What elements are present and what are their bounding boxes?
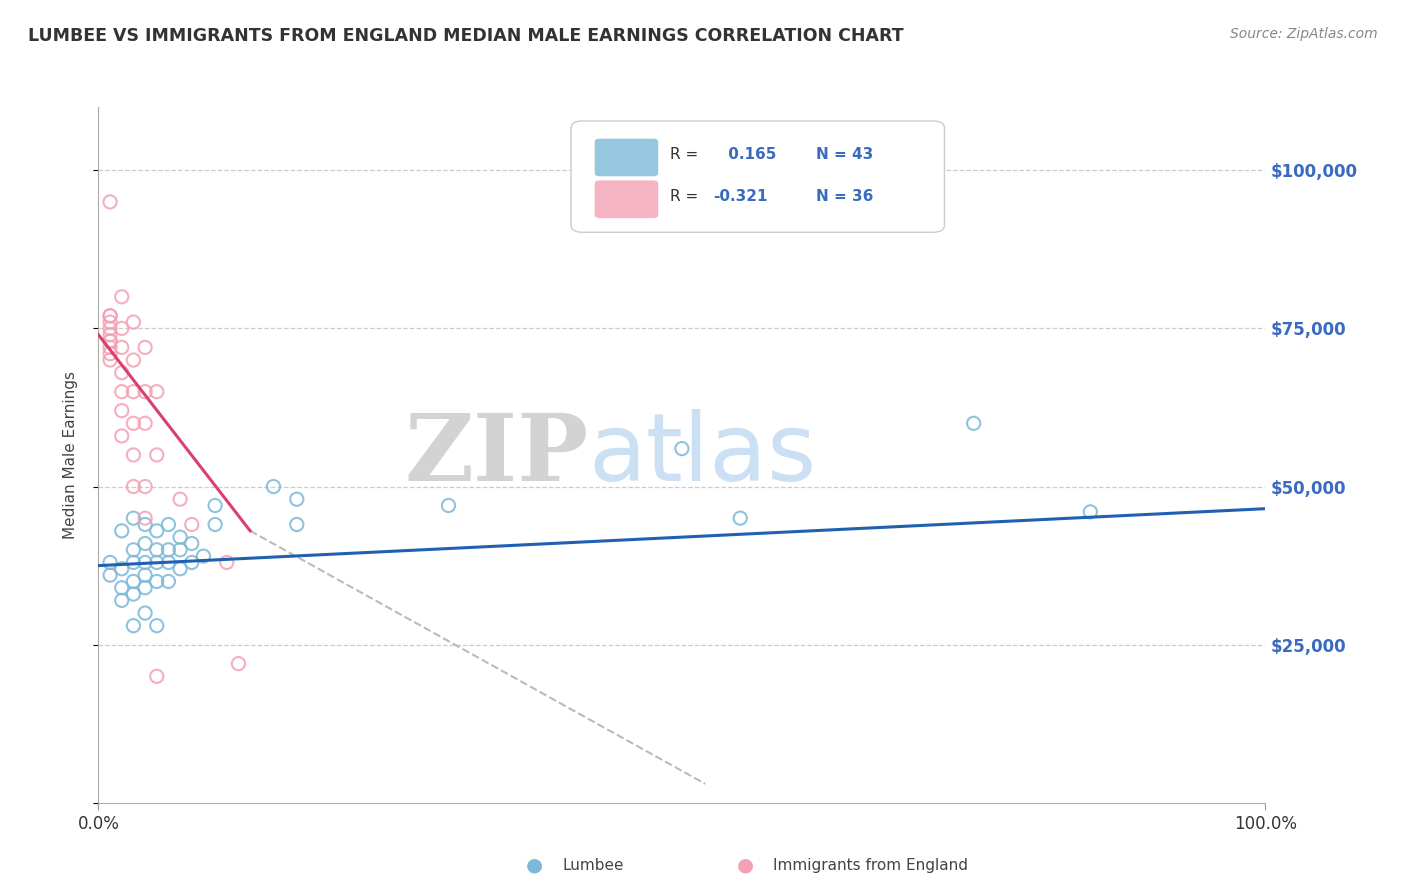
Point xyxy=(146,542,169,557)
Point xyxy=(671,442,693,456)
Text: N = 43: N = 43 xyxy=(815,147,873,161)
Point xyxy=(122,384,145,399)
Point xyxy=(134,517,156,532)
Point xyxy=(730,511,752,525)
Point xyxy=(98,353,121,368)
Point xyxy=(169,492,191,507)
Point xyxy=(122,448,145,462)
Point xyxy=(262,479,284,493)
Point xyxy=(122,479,145,493)
Point xyxy=(437,499,460,513)
Point xyxy=(134,340,156,354)
Point xyxy=(146,574,169,589)
Point xyxy=(98,568,121,582)
Point xyxy=(111,403,134,417)
Point xyxy=(98,194,121,209)
Point xyxy=(146,618,169,632)
Text: ZIP: ZIP xyxy=(405,410,589,500)
Point xyxy=(111,593,134,607)
Text: R =: R = xyxy=(671,188,703,203)
Point xyxy=(111,384,134,399)
FancyBboxPatch shape xyxy=(595,138,658,177)
Point xyxy=(122,618,145,632)
Point xyxy=(146,524,169,538)
Point xyxy=(180,556,202,570)
Point xyxy=(111,524,134,538)
Point xyxy=(122,353,145,368)
Text: R =: R = xyxy=(671,147,703,161)
Point xyxy=(98,347,121,361)
Point xyxy=(98,340,121,354)
Point xyxy=(285,517,308,532)
Point xyxy=(111,340,134,354)
Point xyxy=(111,321,134,335)
FancyBboxPatch shape xyxy=(595,180,658,219)
Point xyxy=(98,309,121,323)
FancyBboxPatch shape xyxy=(571,121,945,232)
Point xyxy=(111,562,134,576)
Point xyxy=(285,492,308,507)
Point xyxy=(962,417,984,431)
Point xyxy=(169,562,191,576)
Text: ●: ● xyxy=(526,855,543,875)
Text: atlas: atlas xyxy=(589,409,817,501)
Text: Immigrants from England: Immigrants from England xyxy=(773,858,969,872)
Point xyxy=(157,574,180,589)
Point xyxy=(204,499,226,513)
Point xyxy=(98,334,121,348)
Text: 0.165: 0.165 xyxy=(723,147,776,161)
Point xyxy=(134,556,156,570)
Text: ●: ● xyxy=(737,855,754,875)
Point xyxy=(134,417,156,431)
Point xyxy=(122,511,145,525)
Text: LUMBEE VS IMMIGRANTS FROM ENGLAND MEDIAN MALE EARNINGS CORRELATION CHART: LUMBEE VS IMMIGRANTS FROM ENGLAND MEDIAN… xyxy=(28,27,904,45)
Point xyxy=(169,530,191,544)
Point xyxy=(228,657,250,671)
Point xyxy=(134,479,156,493)
Point xyxy=(98,327,121,342)
Point xyxy=(122,587,145,601)
Point xyxy=(122,574,145,589)
Point xyxy=(111,290,134,304)
Point xyxy=(215,556,238,570)
Point xyxy=(134,581,156,595)
Point xyxy=(180,536,202,550)
Point xyxy=(157,517,180,532)
Point xyxy=(157,542,180,557)
Point xyxy=(122,542,145,557)
Point xyxy=(193,549,215,563)
Point xyxy=(134,606,156,620)
Point xyxy=(98,556,121,570)
Point xyxy=(169,542,191,557)
Point xyxy=(134,536,156,550)
Point xyxy=(111,429,134,443)
Point xyxy=(98,315,121,329)
Point xyxy=(146,384,169,399)
Point xyxy=(98,321,121,335)
Point xyxy=(146,556,169,570)
Text: N = 36: N = 36 xyxy=(815,188,873,203)
Point xyxy=(204,517,226,532)
Point xyxy=(134,511,156,525)
Point xyxy=(111,581,134,595)
Point xyxy=(122,417,145,431)
Text: Source: ZipAtlas.com: Source: ZipAtlas.com xyxy=(1230,27,1378,41)
Point xyxy=(157,556,180,570)
Point xyxy=(111,366,134,380)
Text: Lumbee: Lumbee xyxy=(562,858,624,872)
Point xyxy=(122,556,145,570)
Point xyxy=(146,448,169,462)
Point xyxy=(134,384,156,399)
Point xyxy=(122,315,145,329)
Point xyxy=(98,334,121,348)
Point xyxy=(98,309,121,323)
Y-axis label: Median Male Earnings: Median Male Earnings xyxy=(63,371,77,539)
Point xyxy=(1080,505,1102,519)
Point xyxy=(134,568,156,582)
Point xyxy=(180,517,202,532)
Point xyxy=(146,669,169,683)
Text: -0.321: -0.321 xyxy=(713,188,768,203)
